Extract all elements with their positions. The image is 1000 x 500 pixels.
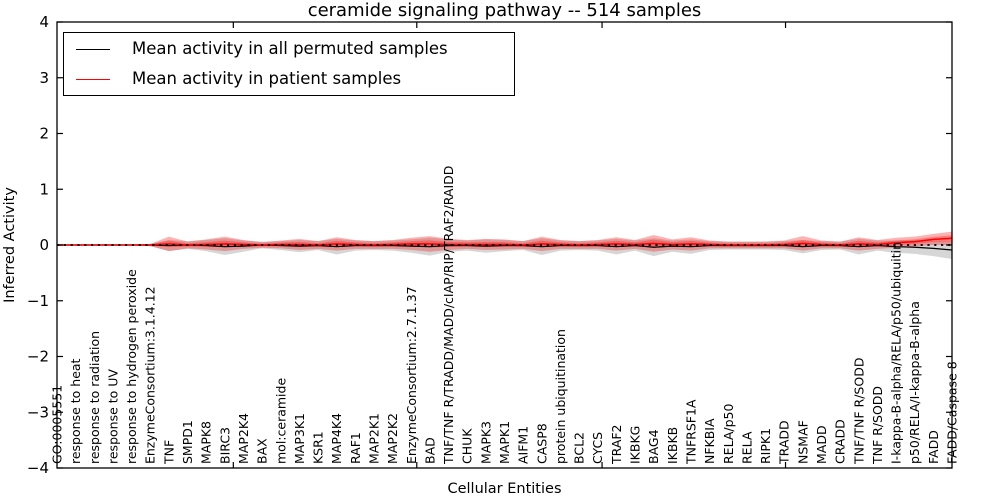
x-category-label: I-kappa-B-alpha/RELA/p50/ubiquitin [889, 242, 904, 464]
chart-title: ceramide signaling pathway -- 514 sample… [308, 0, 702, 21]
legend-item-permuted: Mean activity in all permuted samples [64, 35, 514, 63]
x-category-label: MAPK3 [478, 421, 493, 464]
permuted-mean-line [57, 244, 953, 251]
y-tick-label: −4 [27, 459, 49, 477]
x-category-label: EnzymeConsortium:3.1.4.12 [143, 286, 158, 464]
y-tick-label: −1 [27, 292, 49, 310]
permuted-confidence-band [57, 237, 952, 259]
x-category-label: AIFM1 [516, 426, 531, 464]
x-category-label: CASP8 [534, 423, 549, 464]
x-category-label: protein ubiquitination [553, 329, 568, 464]
x-axis-label: Cellular Entities [447, 481, 561, 497]
x-category-label: EnzymeConsortium:2.7.1.37 [404, 286, 419, 464]
x-category-label: IKBKG [628, 426, 643, 464]
x-category-label: MAP2K2 [385, 413, 400, 464]
y-tick-label: −3 [27, 403, 49, 421]
x-category-label: TNF [161, 440, 176, 465]
x-category-label: BAX [255, 438, 270, 464]
x-category-label: response to heat [68, 358, 83, 464]
x-category-label: FADD/Caspase 8 [945, 361, 960, 464]
x-category-label: NFKBIA [702, 418, 717, 464]
legend-item-patient: Mean activity in patient samples [64, 65, 514, 93]
permuted-line-swatch [76, 48, 110, 50]
y-tick-label: 2 [39, 125, 49, 143]
x-category-label: RIPK1 [758, 428, 773, 464]
y-tick-label: 3 [39, 69, 49, 87]
x-category-label: BAG4 [646, 429, 661, 464]
legend-label-patient: Mean activity in patient samples [132, 68, 402, 88]
x-category-label: MAP2K1 [366, 413, 381, 464]
x-category-label: TRADD [777, 420, 792, 465]
x-category-label: MAP2K4 [236, 413, 251, 464]
patient-confidence-band-outer [57, 231, 952, 252]
x-category-label: mol:ceramide [273, 378, 288, 464]
x-category-label: RELA [739, 431, 754, 464]
x-category-label: TNFRSF1A [683, 399, 698, 465]
legend-label-permuted: Mean activity in all permuted samples [132, 38, 448, 58]
x-category-label: response to UV [105, 369, 120, 464]
x-category-label: MAP3K1 [292, 413, 307, 464]
y-tick-label: 0 [39, 236, 49, 254]
x-category-label: TNF R/SODD [870, 386, 885, 465]
x-category-label: SMPD1 [180, 420, 195, 464]
x-category-label: TNF/TNF R/SODD [851, 358, 866, 465]
x-category-label: response to hydrogen peroxide [124, 269, 139, 464]
x-category-label: KSR1 [311, 431, 326, 464]
x-category-label: CYCS [590, 432, 605, 464]
x-category-label: RAF1 [348, 432, 363, 464]
x-category-label: TNF/TNF R/TRADD/MADD/cIAP/RIP/TRAF2/RAID… [441, 166, 456, 465]
x-category-label: NSMAF [795, 420, 810, 464]
x-category-label: MADD [814, 425, 829, 464]
y-tick-label: −2 [27, 348, 49, 366]
y-tick-label: 1 [39, 180, 49, 198]
patient-mean-line [57, 237, 953, 246]
x-category-label: BAD [422, 437, 437, 464]
x-category-label: IKBKB [665, 427, 680, 464]
x-category-label: response to radiation [87, 331, 102, 464]
x-category-label: FADD [926, 430, 941, 464]
x-category-label: MAP4K4 [329, 413, 344, 464]
x-category-label: MAPK8 [199, 421, 214, 464]
y-axis-label: Inferred Activity [2, 187, 18, 303]
x-category-label: CRADD [833, 419, 848, 464]
x-category-label: GO:0005551 [50, 385, 65, 464]
x-category-label: TRAF2 [609, 424, 624, 465]
x-category-label: BCL2 [572, 432, 587, 464]
x-category-label: BIRC3 [217, 427, 232, 464]
patient-line-swatch [76, 78, 110, 80]
x-category-label: MAPK1 [497, 421, 512, 464]
legend: Mean activity in all permuted samples Me… [63, 32, 515, 96]
x-category-label: CHUK [460, 428, 475, 464]
y-tick-label: 4 [39, 13, 49, 31]
x-category-label: RELA/p50 [721, 404, 736, 464]
x-category-label: p50/RELA/I-kappa-B-alpha [907, 301, 922, 464]
